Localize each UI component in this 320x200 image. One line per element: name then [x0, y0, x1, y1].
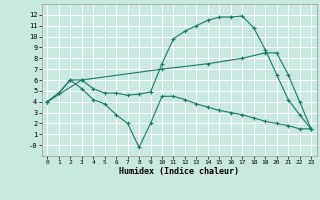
X-axis label: Humidex (Indice chaleur): Humidex (Indice chaleur) [119, 167, 239, 176]
